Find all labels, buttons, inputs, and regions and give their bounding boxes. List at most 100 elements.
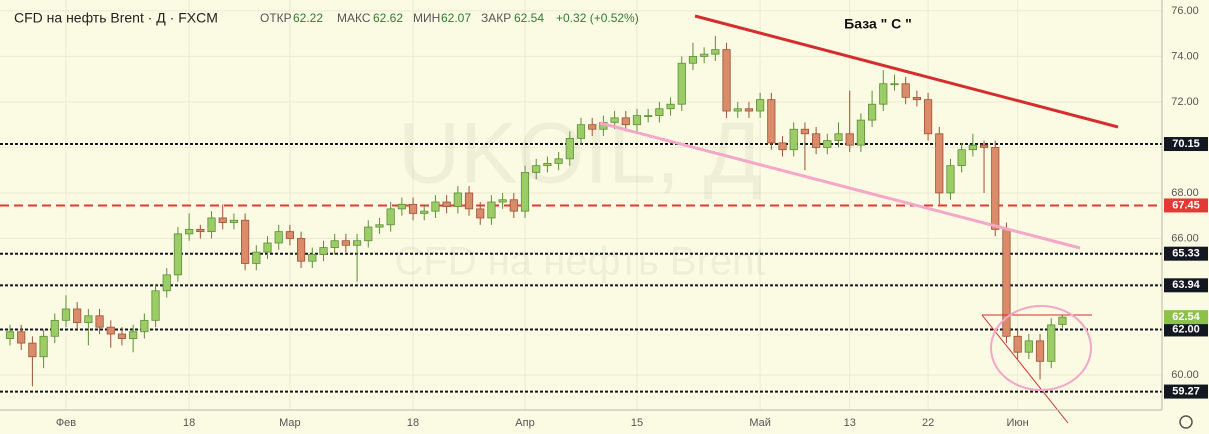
candle-body [39, 335, 48, 358]
chart-title: CFD на нефть Brent · Д · FXCM [14, 10, 218, 26]
candle-body [420, 210, 429, 214]
candle-body [431, 201, 440, 212]
ohlc-label: ОТКР [260, 11, 292, 25]
candle-body [185, 228, 194, 235]
candle-body [1047, 324, 1056, 362]
candle-body [1058, 316, 1067, 325]
y-tick-label: 72.00 [1171, 96, 1199, 108]
candle-body [117, 333, 127, 339]
candle-body [554, 158, 563, 164]
ohlc-value: 62.54 [514, 11, 544, 25]
change: +0.32 (+0.52%) [556, 11, 639, 25]
ohlc-value: 62.62 [373, 11, 403, 25]
candle-body [263, 242, 272, 253]
trend-line [599, 121, 1081, 250]
highlight-circle [990, 305, 1092, 391]
candle-body [129, 331, 138, 339]
candle-body [453, 192, 462, 207]
annotation: База " С " [844, 16, 912, 32]
y-tick-label: 74.00 [1171, 50, 1199, 62]
candle-body [823, 140, 832, 148]
level-tag [1164, 137, 1208, 152]
candle-body [979, 144, 989, 148]
level-label: 59.27 [1172, 385, 1200, 397]
candle-body [397, 203, 406, 210]
candle-body [17, 331, 26, 344]
candle-body [879, 83, 888, 105]
candle-body [778, 142, 787, 151]
candle-body [151, 290, 160, 321]
level-label: 67.45 [1172, 199, 1200, 211]
y-tick-label: 76.00 [1171, 5, 1199, 17]
level-tag [1164, 384, 1208, 399]
ohlc-label: ЗАКР [481, 11, 511, 25]
candle-body [106, 326, 115, 335]
x-tick-label: Мар [279, 417, 301, 429]
candle-body [901, 83, 910, 98]
candle-body [800, 128, 810, 135]
x-tick-label: 13 [844, 417, 856, 429]
candle-body [968, 144, 977, 151]
candle-body [621, 117, 630, 126]
candle-body [856, 119, 865, 146]
trend-line [981, 314, 1069, 424]
candle-body [196, 228, 205, 233]
last-price-tag [1164, 310, 1208, 325]
level-label: 63.94 [1172, 279, 1200, 291]
candle-body [95, 315, 104, 328]
axis: 60.0062.0064.0066.0068.0070.0072.0074.00… [56, 5, 1208, 429]
level-label: 70.15 [1172, 138, 1200, 150]
candle-body [330, 240, 339, 248]
candle-body [61, 308, 71, 321]
x-tick-label: 15 [631, 417, 643, 429]
candle-body [744, 108, 754, 112]
x-tick-label: 18 [407, 417, 419, 429]
ohlc-value: 62.22 [293, 11, 323, 25]
candle-body [733, 108, 742, 112]
last-price-label: 62.54 [1172, 311, 1200, 323]
candle-body [644, 115, 653, 117]
x-tick-label: 22 [922, 417, 934, 429]
y-tick-label: 68.00 [1171, 187, 1199, 199]
candle-body [610, 117, 619, 123]
x-tick-label: Фев [56, 417, 76, 429]
x-tick-label: Май [749, 417, 771, 429]
candle-body [576, 124, 586, 139]
candle-body [946, 165, 955, 194]
candle-body [868, 103, 877, 121]
candle-body [1024, 340, 1033, 353]
candle-body [834, 133, 843, 142]
candle-body [543, 162, 552, 167]
candle-body [655, 108, 664, 116]
candle-body [364, 226, 373, 242]
candle-body [632, 115, 642, 126]
level-label: 65.33 [1172, 248, 1200, 260]
candle-body [464, 192, 474, 210]
level-label: 62.00 [1172, 323, 1200, 335]
candle-body [520, 172, 530, 212]
candle-body [297, 238, 306, 262]
candle-body [666, 103, 675, 110]
candle-body [162, 274, 171, 292]
candle-body [319, 247, 328, 255]
candle-body [173, 233, 183, 276]
settings-icon[interactable] [1179, 415, 1193, 429]
candle-body [229, 219, 239, 223]
candle-body [509, 199, 518, 212]
candle-body [308, 253, 317, 262]
candle-body [408, 203, 418, 214]
x-tick-label: 18 [183, 417, 195, 429]
ohlc-value: 62.07 [441, 11, 471, 25]
candle-body [487, 201, 496, 219]
ohlc-label: МИН [413, 11, 440, 25]
x-tick-label: Июн [1007, 417, 1029, 429]
candle-body [711, 49, 720, 55]
candle-body [386, 208, 395, 226]
candle-body [957, 149, 966, 167]
candle-body [218, 217, 227, 223]
candle-body [375, 224, 384, 228]
candle-body [28, 342, 37, 358]
candle-body [912, 96, 921, 101]
